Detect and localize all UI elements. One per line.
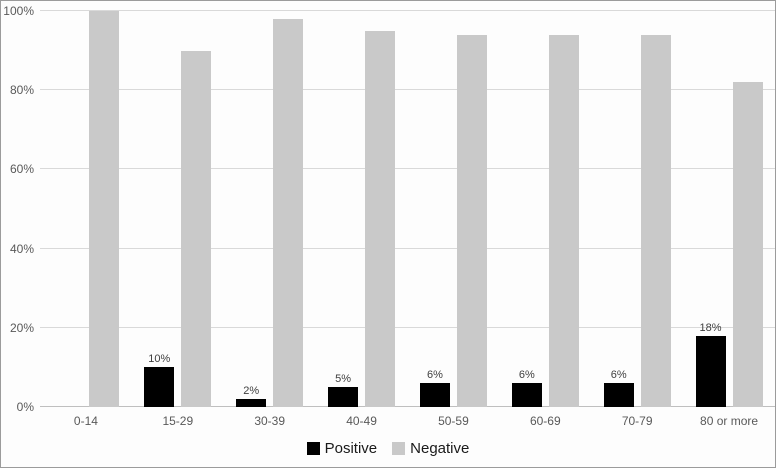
y-tick-label: 20% <box>9 320 34 335</box>
gridline <box>40 406 775 407</box>
x-axis-label: 70-79 <box>621 414 653 428</box>
x-axis-label: 0-14 <box>73 414 98 428</box>
negative-bar <box>456 34 487 407</box>
data-label: 6% <box>518 369 535 382</box>
positive-bar: 6% <box>419 369 450 407</box>
positive-bar: 5% <box>328 373 359 407</box>
y-tick-label: 100% <box>3 4 34 18</box>
legend-item-positive: Positive <box>306 439 378 457</box>
x-axis-label: 80 or more <box>700 414 759 428</box>
bar-group: 2% <box>224 11 316 407</box>
bar-group: 6% <box>591 11 683 407</box>
data-label: 2% <box>243 385 260 398</box>
positive-bar: 2% <box>236 385 267 407</box>
y-tick-label: 0% <box>16 400 34 414</box>
y-tick-label: 80% <box>9 83 34 98</box>
bar-group: 18% <box>683 11 775 407</box>
negative-bar <box>548 34 579 407</box>
negative-bar <box>640 34 671 407</box>
x-axis-label: 15-29 <box>162 414 194 428</box>
x-axis-label: 50-59 <box>438 414 469 428</box>
positive-bar: 18% <box>695 322 726 407</box>
positive-bar: 6% <box>511 369 542 407</box>
gridline <box>40 247 775 249</box>
data-label: 6% <box>426 369 443 382</box>
data-label: 10% <box>148 353 171 366</box>
gridline <box>40 168 775 170</box>
negative-bar <box>365 30 396 407</box>
y-axis: 0% 20% 40% 60% 80% 100% <box>1 5 34 413</box>
data-label: 5% <box>335 373 352 386</box>
bar-group <box>40 11 132 407</box>
gridline <box>40 10 775 11</box>
negative-bar <box>273 18 304 407</box>
negative-bar <box>181 50 212 407</box>
gridline <box>40 89 775 91</box>
legend: Positive Negative <box>1 437 775 459</box>
data-label: 18% <box>699 321 722 334</box>
x-axis-label: 40-49 <box>346 414 377 428</box>
legend-swatch-icon <box>306 441 320 455</box>
y-tick-label: 40% <box>9 241 34 256</box>
bar-group: 6% <box>408 11 500 407</box>
bar-group: 5% <box>316 11 408 407</box>
bars-row: 10% 2% 5% 6% 6% 6% 18% <box>40 11 775 407</box>
legend-label: Positive <box>324 439 378 457</box>
legend-item-negative: Negative <box>392 440 469 457</box>
negative-bar <box>732 82 763 407</box>
bar-group: 10% <box>132 11 224 407</box>
x-axis-labels: 0-14 15-29 30-39 40-49 50-59 60-69 70-79 80 or … <box>40 414 775 428</box>
legend-label: Negative <box>410 439 470 457</box>
data-label: 6% <box>610 369 627 382</box>
positive-bar: 10% <box>144 353 175 407</box>
gridlines <box>40 10 775 407</box>
bar-group: 6% <box>499 11 591 407</box>
plot-area: 10% 2% 5% 6% 6% 6% 18% <box>40 10 775 407</box>
legend-swatch-icon <box>392 441 406 455</box>
negative-bar <box>89 11 120 407</box>
gridline <box>40 326 775 328</box>
y-tick-label: 60% <box>9 162 34 177</box>
x-axis-label: 30-39 <box>254 414 286 428</box>
x-axis-label: 60-69 <box>529 414 561 428</box>
positive-bar: 6% <box>603 369 634 407</box>
